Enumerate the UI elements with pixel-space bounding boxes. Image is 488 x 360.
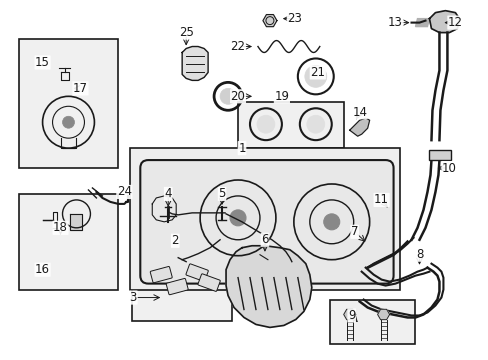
Polygon shape <box>415 19 428 27</box>
Text: 1: 1 <box>238 141 245 155</box>
Text: 7: 7 <box>350 225 358 238</box>
Bar <box>428 150 450 160</box>
Text: 15: 15 <box>35 56 50 69</box>
Bar <box>130 148 399 289</box>
Polygon shape <box>343 309 355 320</box>
Text: 23: 23 <box>287 12 302 25</box>
Text: 4: 4 <box>164 188 172 201</box>
Text: 18: 18 <box>53 221 68 234</box>
FancyBboxPatch shape <box>150 266 172 283</box>
Text: 24: 24 <box>117 185 132 198</box>
Text: 14: 14 <box>351 106 366 119</box>
FancyBboxPatch shape <box>185 264 208 282</box>
Text: 17: 17 <box>73 82 88 95</box>
Text: 20: 20 <box>230 90 245 103</box>
FancyBboxPatch shape <box>166 278 188 295</box>
Circle shape <box>306 115 324 133</box>
Text: 21: 21 <box>310 66 325 79</box>
Circle shape <box>256 115 274 133</box>
Text: 3: 3 <box>129 291 137 304</box>
FancyBboxPatch shape <box>198 274 220 291</box>
FancyBboxPatch shape <box>140 160 393 284</box>
Polygon shape <box>182 46 208 80</box>
Text: 8: 8 <box>415 248 422 261</box>
Bar <box>132 248 232 321</box>
Bar <box>19 39 118 168</box>
Circle shape <box>62 116 74 128</box>
Bar <box>329 300 414 345</box>
Text: 10: 10 <box>441 162 456 175</box>
Text: 12: 12 <box>447 16 462 29</box>
Text: 9: 9 <box>347 309 355 322</box>
Text: 6: 6 <box>261 233 268 246</box>
Text: 5: 5 <box>218 188 225 201</box>
Circle shape <box>304 66 326 87</box>
Text: 22: 22 <box>230 40 245 53</box>
Text: 16: 16 <box>35 263 50 276</box>
Text: 25: 25 <box>178 26 193 39</box>
Polygon shape <box>428 11 458 32</box>
Circle shape <box>220 88 236 104</box>
Bar <box>19 194 118 289</box>
Polygon shape <box>225 246 311 328</box>
Polygon shape <box>377 309 389 320</box>
Text: 19: 19 <box>274 90 289 103</box>
Bar <box>238 102 343 148</box>
Text: 13: 13 <box>387 16 402 29</box>
Polygon shape <box>349 118 369 136</box>
Text: 11: 11 <box>373 193 388 206</box>
Polygon shape <box>263 14 276 27</box>
Circle shape <box>229 210 245 226</box>
Circle shape <box>323 214 339 230</box>
Polygon shape <box>70 214 82 230</box>
Text: 2: 2 <box>171 234 179 247</box>
